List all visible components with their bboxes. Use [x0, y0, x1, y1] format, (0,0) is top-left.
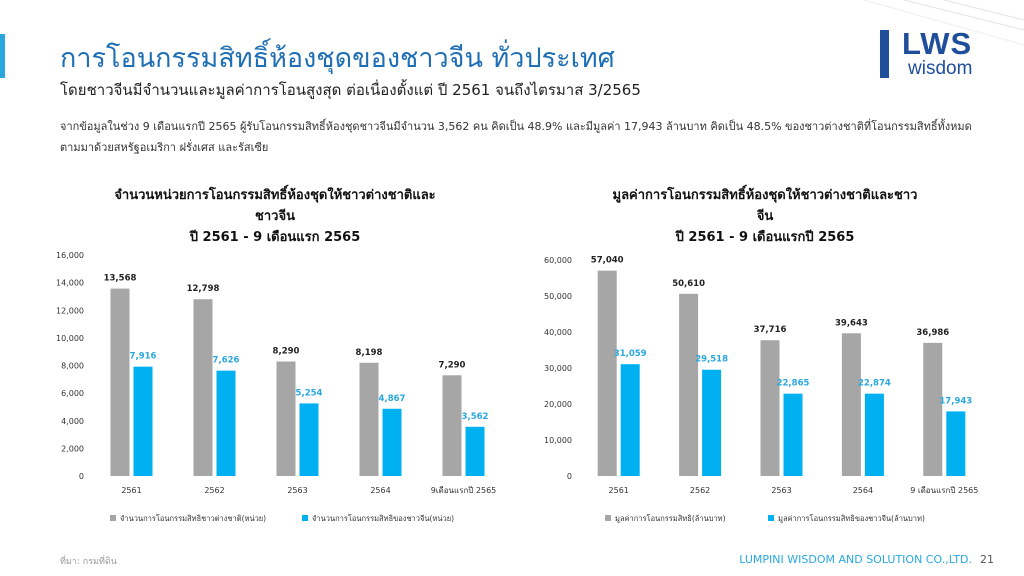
- bar-series1: [841, 333, 861, 476]
- data-label-series1: 12,798: [187, 284, 220, 294]
- x-tick-label: 9เดือนแรกปี 2565: [431, 486, 497, 495]
- chart-value-title-line1: มูลค่าการโอนกรรมสิทธิ์ห้องชุดให้ชาวต่างช…: [612, 188, 918, 203]
- chart-units-title-line3: ปี 2561 - 9 เดือนแรก 2565: [189, 230, 361, 245]
- x-tick-label: 2561: [609, 486, 629, 495]
- bar-series1: [597, 270, 617, 476]
- legend-label-series1: มูลค่าการโอนกรรมสิทธิ(ล้านบาท): [615, 514, 726, 523]
- data-label-series2: 22,865: [777, 379, 810, 389]
- y-tick-label: 60,000: [544, 256, 572, 265]
- data-label-series1: 8,290: [273, 346, 300, 356]
- legend-swatch-series2: [768, 515, 774, 521]
- x-tick-label: 2564: [853, 486, 873, 495]
- lws-wisdom-logo: LWS wisdom: [880, 26, 1000, 80]
- data-label-series2: 29,518: [695, 355, 728, 365]
- data-label-series2: 3,562: [462, 412, 489, 422]
- x-tick-label: 9 เดือนแรกปี 2565: [910, 486, 978, 495]
- company-name: LUMPINI WISDOM AND SOLUTION CO.,LTD.: [739, 553, 972, 566]
- chart-value: 0 10,000 20,000 30,000 40,000 50,000 60,000 57,…: [544, 256, 978, 523]
- legend-label-series2: จำนวนการโอนกรรมสิทธิของชาวจีน(หน่วย): [312, 514, 454, 523]
- chart-value-title-line2: จีน: [756, 209, 774, 224]
- bar-series2: [783, 393, 803, 476]
- bar-series2: [864, 393, 884, 476]
- data-label-series2: 4,867: [379, 394, 406, 404]
- legend-label-series1: จำนวนการโอนกรรมสิทธิชาวต่างชาติ(หน่วย): [120, 514, 266, 523]
- y-tick-label: 10,000: [544, 436, 572, 445]
- footer: LUMPINI WISDOM AND SOLUTION CO.,LTD. 21: [739, 553, 994, 566]
- y-tick-label: 14,000: [56, 279, 84, 288]
- data-label-series1: 57,040: [591, 256, 624, 266]
- bar-series2: [702, 369, 722, 476]
- y-tick-label: 50,000: [544, 292, 572, 301]
- y-tick-label: 6,000: [61, 389, 84, 398]
- data-label-series2: 7,916: [130, 352, 157, 362]
- chart-value-title-line3: ปี 2561 - 9 เดือนแรกปี 2565: [675, 230, 855, 245]
- bar-series1: [442, 375, 462, 476]
- legend-swatch-series1: [605, 515, 611, 521]
- y-tick-label: 4,000: [61, 417, 84, 426]
- bar-series2: [216, 370, 236, 476]
- y-tick-label: 30,000: [544, 364, 572, 373]
- page-subtitle: โดยชาวจีนมีจำนวนและมูลค่าการโอนสูงสุด ต่…: [60, 81, 641, 99]
- page-number: 21: [980, 553, 994, 566]
- x-tick-label: 2563: [771, 486, 791, 495]
- y-tick-label: 10,000: [56, 334, 84, 343]
- data-label-series1: 50,610: [672, 279, 705, 289]
- chart-units-title-line2: ชาวจีน: [255, 209, 295, 224]
- legend-label-series2: มูลค่าการโอนกรรมสิทธิของชาวจีน(ล้านบาท): [778, 514, 925, 523]
- x-tick-label: 2563: [287, 486, 307, 495]
- bar-series1: [110, 288, 130, 476]
- title-accent-bar: [0, 34, 5, 78]
- bar-series2: [382, 408, 402, 476]
- bar-series2: [465, 426, 485, 476]
- data-label-series1: 36,986: [916, 328, 949, 338]
- x-tick-label: 2562: [204, 486, 224, 495]
- bar-series1: [359, 362, 379, 476]
- bar-series2: [620, 364, 640, 476]
- y-tick-label: 40,000: [544, 328, 572, 337]
- bar-series1: [923, 342, 943, 476]
- data-label-series1: 39,643: [835, 318, 868, 328]
- data-label-series2: 17,943: [939, 396, 972, 406]
- data-label-series1: 7,290: [439, 360, 466, 370]
- y-tick-label: 0: [567, 472, 572, 481]
- bar-series2: [299, 403, 319, 476]
- source-note: ที่มา: กรมที่ดิน: [60, 557, 117, 567]
- data-label-series2: 31,059: [614, 349, 647, 359]
- y-tick-label: 16,000: [56, 251, 84, 260]
- description-text: จากข้อมูลในช่วง 9 เดือนแรกปี 2565 ผู้รับ…: [60, 120, 972, 154]
- data-label-series2: 7,626: [213, 356, 240, 366]
- logo-bar: [880, 30, 889, 78]
- data-label-series1: 37,716: [754, 325, 787, 335]
- data-label-series2: 5,254: [296, 388, 323, 398]
- y-tick-label: 8,000: [61, 362, 84, 371]
- legend-swatch-series2: [302, 515, 308, 521]
- bar-series1: [193, 299, 213, 476]
- bar-series2: [133, 366, 153, 476]
- legend-swatch-series1: [110, 515, 116, 521]
- page-title: การโอนกรรมสิทธิ์ห้องชุดของชาวจีน ทั่วประ…: [60, 43, 615, 74]
- y-tick-label: 2,000: [61, 444, 84, 453]
- bar-series1: [760, 340, 780, 476]
- x-tick-label: 2562: [690, 486, 710, 495]
- x-tick-label: 2561: [121, 486, 141, 495]
- y-tick-label: 12,000: [56, 306, 84, 315]
- bar-series1: [276, 361, 296, 476]
- data-label-series2: 22,874: [858, 379, 891, 389]
- data-label-series1: 13,568: [104, 274, 137, 284]
- x-tick-label: 2564: [370, 486, 390, 495]
- chart-units: 0 2,000 4,000 6,000 8,000 10,000 12,000 14,000 1…: [56, 251, 497, 523]
- bar-series2: [946, 411, 966, 476]
- y-tick-label: 0: [79, 472, 84, 481]
- chart-value-title: มูลค่าการโอนกรรมสิทธิ์ห้องชุดให้ชาวต่างช…: [545, 185, 985, 248]
- logo-brand: LWS: [902, 26, 973, 61]
- data-label-series1: 8,198: [356, 348, 383, 358]
- corner-decoration: [863, 0, 1024, 46]
- bar-series1: [679, 293, 699, 476]
- chart-units-title-line1: จำนวนหน่วยการโอนกรรมสิทธิ์ห้องชุดให้ชาวต…: [114, 188, 436, 203]
- chart-units-title: จำนวนหน่วยการโอนกรรมสิทธิ์ห้องชุดให้ชาวต…: [55, 185, 495, 248]
- logo-sub: wisdom: [908, 58, 973, 79]
- y-tick-label: 20,000: [544, 400, 572, 409]
